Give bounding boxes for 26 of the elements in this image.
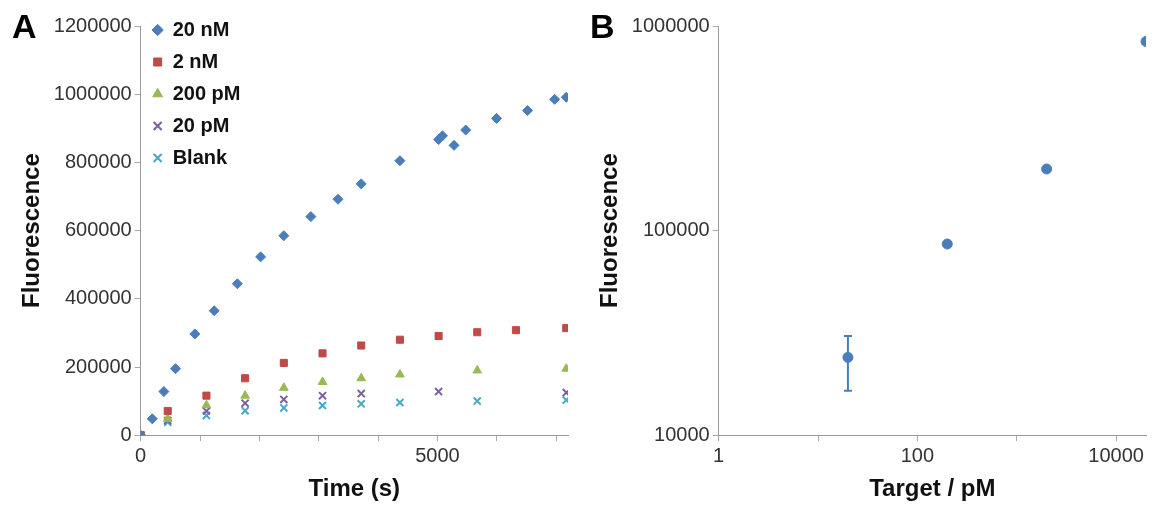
y-tick-label: 800000 [64, 149, 132, 172]
x-tick-label: 0 [135, 443, 147, 466]
legend-label: 20 pM [172, 113, 230, 136]
y-tick-label: 100000 [642, 218, 710, 241]
x-tick-label: 1 [713, 443, 725, 466]
y-tick-label: 1000000 [53, 81, 132, 104]
text: A [12, 7, 37, 46]
x-axis-title: Time (s) [308, 474, 401, 502]
y-tick-label: 1200000 [53, 13, 132, 36]
y-tick-label: 1000000 [631, 13, 710, 36]
legend-label: 20 nM [172, 17, 230, 40]
y-tick-label: 10000 [654, 422, 710, 445]
y-axis-title: Fluorescence [595, 153, 623, 308]
y-tick-label: 600000 [64, 218, 132, 241]
y-tick-label: 0 [120, 422, 132, 445]
y-tick-label: 200000 [64, 354, 132, 377]
x-tick-label: 10000 [1088, 443, 1144, 466]
legend-label: Blank [172, 145, 228, 168]
x-tick-label: 5000 [415, 443, 460, 466]
y-axis-title: Fluorescence [17, 153, 45, 308]
legend-label: 200 pM [172, 81, 241, 104]
x-axis-title: Target / pM [869, 474, 996, 502]
text: B [590, 7, 615, 46]
y-tick-label: 400000 [64, 286, 132, 309]
x-tick-label: 100 [900, 443, 935, 466]
legend-label: 2 nM [172, 49, 219, 72]
